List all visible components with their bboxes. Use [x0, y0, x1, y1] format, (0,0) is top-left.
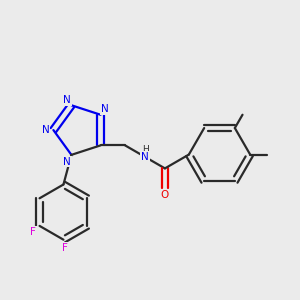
- Text: N: N: [63, 157, 71, 166]
- Text: N: N: [101, 104, 109, 114]
- Text: N: N: [63, 95, 71, 105]
- Text: N: N: [42, 125, 50, 135]
- Text: N: N: [141, 152, 149, 162]
- Text: H: H: [142, 145, 148, 154]
- Text: F: F: [31, 227, 36, 237]
- Text: F: F: [62, 243, 68, 253]
- Text: O: O: [161, 190, 169, 200]
